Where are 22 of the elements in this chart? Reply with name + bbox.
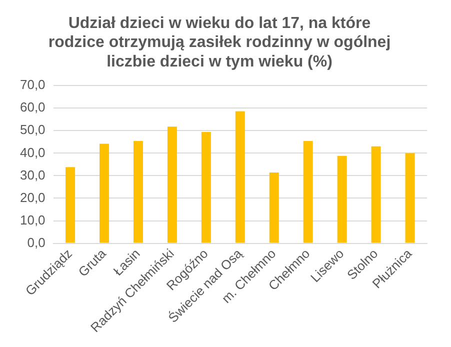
bar [167, 126, 177, 243]
bar [66, 167, 76, 243]
y-tick-label: 50,0 [20, 122, 46, 138]
bar [269, 172, 279, 243]
bar [371, 146, 381, 243]
bar [201, 132, 211, 243]
bar [100, 144, 110, 243]
y-tick-label: 30,0 [20, 167, 46, 182]
bar [235, 111, 245, 243]
y-tick-label: 40,0 [20, 144, 46, 160]
y-tick-label: 60,0 [20, 100, 46, 115]
bar [303, 141, 313, 243]
text: liczbie dzieci w tym wieku (%) [106, 53, 332, 70]
bar [133, 141, 143, 243]
y-tick-label: 0,0 [27, 234, 46, 250]
y-tick-label: 10,0 [20, 212, 46, 228]
text: rodzice otrzymują zasiłek rodzinny w ogólnej [48, 34, 391, 52]
y-tick-label: 20,0 [20, 190, 46, 205]
text: Udział dzieci w wieku do lat 17, na które [68, 15, 371, 32]
bar [337, 156, 347, 243]
y-tick-label: 70,0 [20, 77, 46, 92]
bar [405, 153, 415, 243]
